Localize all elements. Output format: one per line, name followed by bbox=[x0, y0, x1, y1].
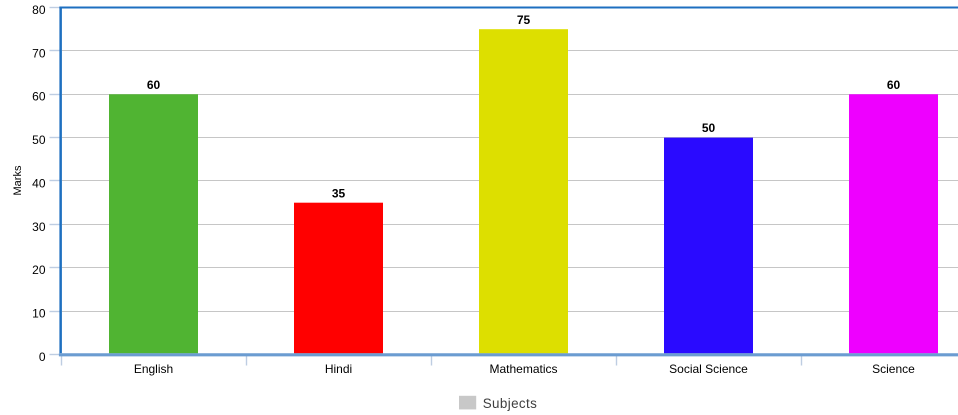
svg-text:50: 50 bbox=[32, 133, 46, 147]
svg-text:0: 0 bbox=[39, 350, 46, 364]
svg-text:40: 40 bbox=[32, 176, 46, 190]
svg-text:30: 30 bbox=[32, 220, 46, 234]
svg-text:English: English bbox=[134, 362, 173, 376]
svg-text:70: 70 bbox=[32, 46, 46, 60]
svg-text:Science: Science bbox=[872, 362, 915, 376]
svg-text:60: 60 bbox=[32, 90, 46, 104]
svg-text:35: 35 bbox=[332, 186, 346, 200]
svg-text:60: 60 bbox=[147, 78, 161, 92]
svg-text:50: 50 bbox=[702, 121, 716, 135]
svg-text:10: 10 bbox=[32, 307, 46, 321]
svg-text:Marks: Marks bbox=[12, 165, 24, 195]
svg-text:Subjects: Subjects bbox=[483, 396, 538, 411]
svg-text:80: 80 bbox=[32, 3, 46, 17]
svg-text:Hindi: Hindi bbox=[325, 362, 352, 376]
svg-text:Social Science: Social Science bbox=[669, 362, 748, 376]
svg-text:75: 75 bbox=[517, 13, 531, 27]
svg-text:Mathematics: Mathematics bbox=[489, 362, 557, 376]
svg-text:60: 60 bbox=[887, 78, 901, 92]
svg-text:20: 20 bbox=[32, 263, 46, 277]
